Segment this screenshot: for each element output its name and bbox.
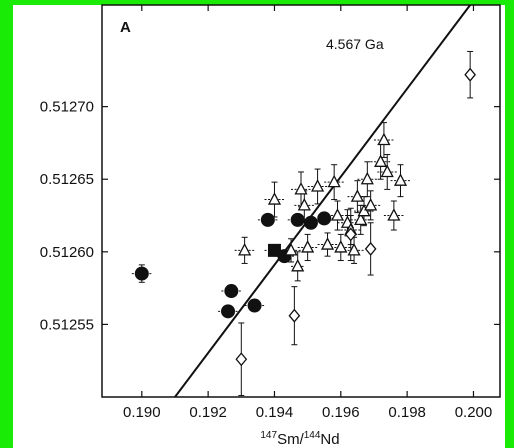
- open-triangle-point: [267, 192, 282, 205]
- open-diamond-point: [235, 352, 248, 367]
- isochron-label: 4.567 Ga: [326, 36, 384, 52]
- green-frame-right: [505, 0, 514, 448]
- y-axis-tick-labels: 0.51255 0.51260 0.51265 0.51270: [40, 99, 94, 334]
- open-triangle-point: [301, 240, 315, 253]
- x-tick-label: 0.200: [455, 404, 493, 421]
- x-axis-title-sup2: 144: [304, 430, 321, 441]
- open-triangle-point: [334, 240, 348, 253]
- green-frame-left: [0, 0, 13, 448]
- open-triangle-point: [284, 242, 298, 256]
- y-tick-label: 0.51255: [40, 316, 94, 333]
- isochron-line: [174, 4, 471, 398]
- open-triangle-point: [374, 154, 388, 167]
- open-triangle-point: [327, 174, 341, 188]
- open-triangle-point: [387, 208, 401, 221]
- open-diamond-point: [464, 67, 476, 82]
- filled-circle-point: [303, 215, 318, 230]
- open-triangle-point: [360, 171, 374, 185]
- open-triangle-point: [238, 242, 252, 256]
- filled-square-point: [267, 243, 281, 257]
- filled-circle-point: [317, 211, 332, 226]
- open-triangle-point: [354, 212, 368, 226]
- x-tick-label: 0.194: [256, 404, 294, 421]
- open-triangle-point: [364, 197, 378, 211]
- y-tick-label: 0.51265: [40, 171, 94, 188]
- plot-frame: [101, 4, 501, 398]
- filled-circle-point: [247, 298, 262, 313]
- open-triangle-point: [320, 237, 335, 250]
- x-tick-label: 0.198: [388, 404, 426, 421]
- x-axis-title-base2: Nd: [320, 431, 339, 448]
- x-axis-tick-labels: 0.190 0.192 0.194 0.196 0.198 0.200: [123, 404, 492, 421]
- filled-circle-point: [290, 212, 305, 227]
- panel-label: A: [120, 19, 131, 36]
- x-tick-label: 0.196: [322, 404, 360, 421]
- open-triangle-point: [350, 189, 364, 202]
- open-triangle-point: [311, 179, 325, 192]
- x-axis-title: 147Sm/144Nd: [260, 430, 339, 448]
- y-tick-label: 0.51260: [40, 244, 94, 261]
- open-diamond-point: [364, 241, 377, 256]
- data-markers: [134, 67, 476, 367]
- open-triangle-point: [380, 164, 394, 178]
- y-tick-label: 0.51270: [40, 99, 94, 116]
- x-axis-title-sup1: 147: [260, 430, 277, 441]
- x-tick-label: 0.192: [189, 404, 227, 421]
- open-triangle-point: [377, 132, 391, 146]
- green-frame-top: [0, 0, 514, 5]
- open-triangle-point: [297, 197, 311, 211]
- filled-circle-point: [224, 284, 239, 299]
- x-tick-label: 0.190: [123, 404, 161, 421]
- open-diamond-point: [288, 308, 301, 323]
- open-triangle-point: [347, 242, 361, 256]
- x-axis-title-base1: Sm/: [277, 431, 305, 448]
- open-triangle-point: [294, 181, 308, 195]
- open-triangle-point: [330, 208, 345, 221]
- axis-ticks: [102, 5, 500, 397]
- filled-circle-point: [134, 266, 149, 281]
- filled-circle-point: [260, 212, 275, 227]
- open-diamond-point: [344, 227, 357, 242]
- open-triangle-point: [291, 258, 305, 272]
- open-triangle-point: [393, 173, 408, 186]
- filled-circle-point: [221, 304, 236, 319]
